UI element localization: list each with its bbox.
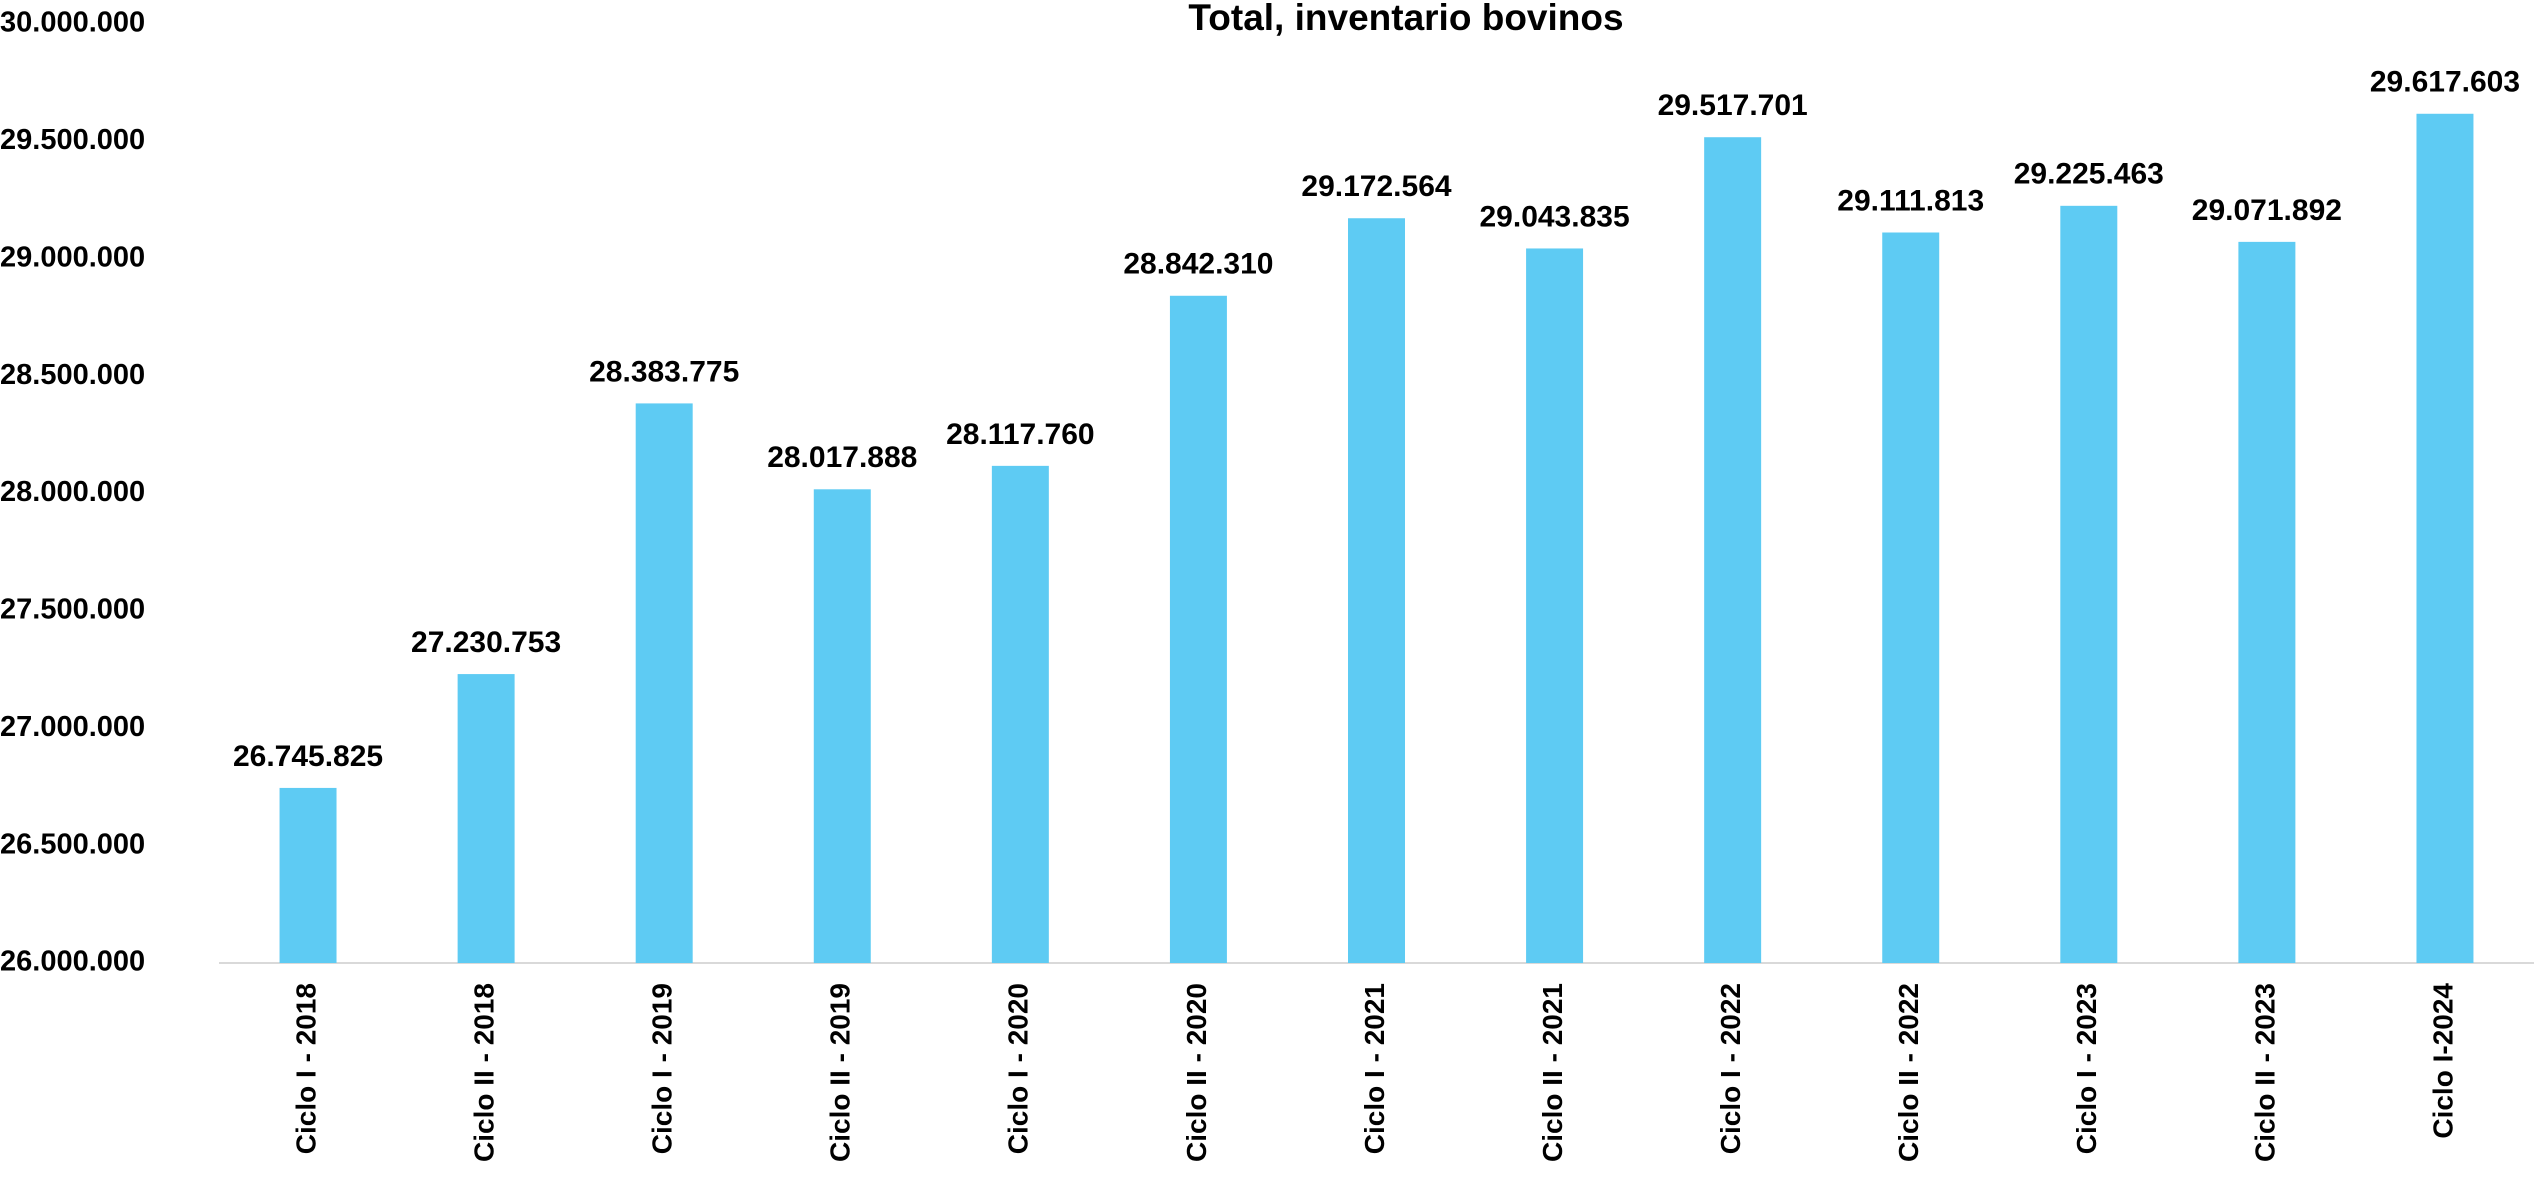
bar (1169, 295, 1227, 964)
y-tick-label: 26.000.000 (0, 946, 145, 978)
y-tick-label: 29.000.000 (0, 241, 145, 273)
value-label: 29.225.463 (2014, 158, 2164, 191)
bar (1704, 137, 1762, 963)
y-tick-label: 30.000.000 (0, 7, 145, 39)
y-tick-label: 27.500.000 (0, 594, 145, 626)
bar (1882, 232, 1940, 963)
bar (2416, 113, 2474, 963)
value-label: 28.017.888 (767, 441, 917, 474)
value-label: 29.517.701 (1658, 89, 1808, 122)
y-tick-label: 28.000.000 (0, 476, 145, 508)
y-tick-label: 27.000.000 (0, 711, 145, 743)
x-tick-label: Ciclo II - 2022 (1893, 983, 1924, 1162)
chart-title: Total, inventario bovinos (1188, 0, 1623, 38)
bar (457, 674, 515, 963)
value-label: 29.617.603 (2370, 66, 2520, 99)
value-label: 28.842.310 (1123, 248, 1273, 281)
bar (2238, 241, 2296, 963)
value-label: 27.230.753 (411, 626, 561, 659)
bar (1348, 218, 1405, 963)
value-label: 29.172.564 (1301, 170, 1451, 203)
bar (2060, 205, 2118, 963)
x-tick-label: Ciclo II - 2018 (469, 983, 500, 1162)
y-tick-label: 26.500.000 (0, 828, 145, 860)
bar (1526, 248, 1584, 964)
bar (991, 465, 1049, 963)
value-label: 29.071.892 (2192, 194, 2342, 227)
x-tick-label: Ciclo I - 2023 (2071, 983, 2102, 1154)
y-tick-label: 28.500.000 (0, 359, 145, 391)
value-label: 26.745.825 (233, 740, 383, 773)
value-label: 29.043.835 (1479, 200, 1629, 233)
bar (635, 403, 693, 963)
value-label: 28.117.760 (946, 418, 1095, 451)
value-label: 28.383.775 (589, 355, 739, 388)
value-label: 29.111.813 (1837, 184, 1984, 217)
bar (279, 787, 337, 963)
bar (813, 489, 871, 963)
x-tick-label: Ciclo I - 2020 (1003, 983, 1034, 1154)
x-tick-label: Ciclo I-2024 (2427, 983, 2458, 1139)
x-tick-label: Ciclo I - 2021 (1359, 983, 1390, 1154)
y-tick-label: 29.500.000 (0, 124, 145, 156)
x-tick-label: Ciclo II - 2023 (2249, 983, 2280, 1162)
x-tick-label: Ciclo I - 2018 (290, 983, 321, 1154)
x-tick-label: Ciclo II - 2021 (1537, 983, 1568, 1162)
x-tick-label: Ciclo I - 2019 (647, 983, 678, 1154)
x-tick-label: Ciclo II - 2019 (825, 983, 856, 1162)
x-tick-label: Ciclo II - 2020 (1181, 983, 1212, 1162)
x-tick-label: Ciclo I - 2022 (1715, 983, 1746, 1154)
